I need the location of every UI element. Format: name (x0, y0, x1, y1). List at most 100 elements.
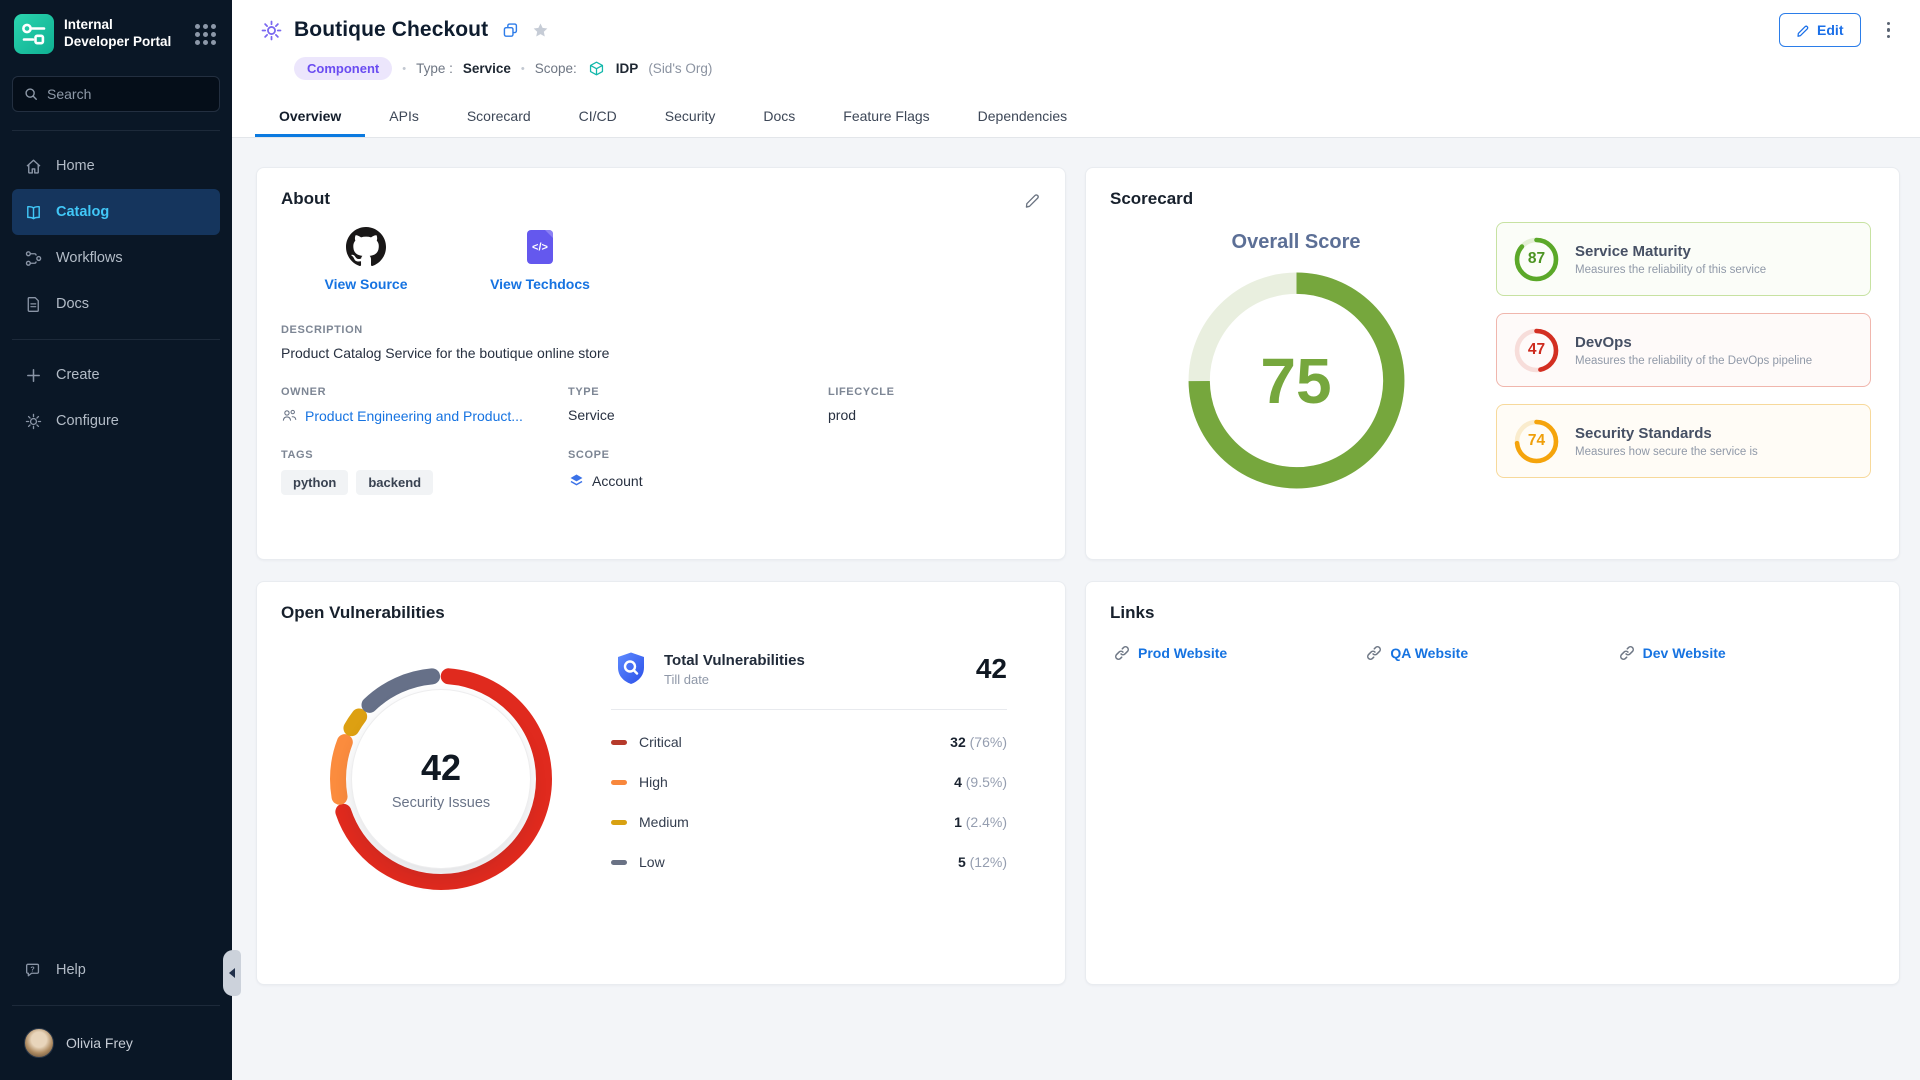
sidebar-item-docs[interactable]: Docs (12, 281, 220, 327)
help-icon: ? (24, 961, 43, 980)
entity-meta: Component • Type : Service • Scope: IDP … (294, 57, 1920, 80)
about-card: About View Source </> (256, 167, 1066, 560)
user-menu[interactable]: Olivia Frey (0, 1018, 232, 1080)
security-issues-caption: Security Issues (392, 795, 490, 811)
sidebar-item-label: Docs (56, 296, 89, 312)
divider (12, 339, 220, 340)
vulnerabilities-title: Open Vulnerabilities (281, 603, 445, 623)
link-icon (1114, 645, 1130, 661)
sidebar-item-label: Workflows (56, 250, 123, 266)
sidebar-item-help[interactable]: ? Help (12, 947, 220, 993)
svg-text:?: ? (30, 965, 34, 973)
description-label: DESCRIPTION (281, 324, 1041, 336)
score-ring: 74 (1513, 418, 1560, 465)
severity-marker (611, 740, 627, 745)
vulnerabilities-card: Open Vulnerabilities 42 Security Issues (256, 581, 1066, 985)
scorecard-card: Scorecard Overall Score 75 (1085, 167, 1900, 560)
type-field-label: TYPE (568, 386, 828, 398)
tab-apis[interactable]: APIs (365, 97, 443, 137)
description-value: Product Catalog Service for the boutique… (281, 345, 1041, 361)
severity-row-critical: Critical 32 (76%) (611, 734, 1007, 750)
view-source-link[interactable]: View Source (301, 227, 431, 292)
sidebar-header: Internal Developer Portal (0, 0, 232, 64)
edit-button-label: Edit (1817, 22, 1843, 38)
shield-scan-icon (611, 649, 651, 689)
plus-icon (24, 366, 43, 385)
tag-chip[interactable]: python (281, 470, 348, 495)
tag-chip[interactable]: backend (356, 470, 433, 495)
scope-value: IDP (616, 61, 639, 76)
portal-logo (14, 14, 54, 54)
lifecycle-value: prod (828, 407, 1041, 423)
owner-label: OWNER (281, 386, 568, 398)
configure-gear-icon (24, 412, 43, 431)
scorecard-item-devops[interactable]: 47 DevOps Measures the reliability of th… (1496, 313, 1871, 387)
links-card: Links Prod Website QA Website (1085, 581, 1900, 985)
link-qa-website[interactable]: QA Website (1366, 645, 1618, 661)
severity-marker (611, 860, 627, 865)
divider (12, 130, 220, 131)
more-options-kebab-icon[interactable] (1881, 18, 1897, 43)
workflows-icon (24, 249, 43, 268)
sidebar-search[interactable] (12, 76, 220, 112)
overview-content: About View Source </> (232, 138, 1920, 1080)
scope-field-value: Account (592, 473, 643, 489)
sidebar-collapse-handle[interactable] (223, 950, 241, 996)
total-vulnerabilities-row: Total Vulnerabilities Till date 42 (611, 649, 1007, 689)
link-dev-website[interactable]: Dev Website (1619, 645, 1871, 661)
sidebar-item-workflows[interactable]: Workflows (12, 235, 220, 281)
sidebar-item-home[interactable]: Home (12, 143, 220, 189)
scorecard-item-security-standards[interactable]: 74 Security Standards Measures how secur… (1496, 404, 1871, 478)
edit-button[interactable]: Edit (1779, 13, 1860, 47)
type-field-value: Service (568, 407, 828, 423)
home-icon (24, 157, 43, 176)
about-title: About (281, 189, 330, 209)
people-icon (281, 407, 298, 424)
portal-title: Internal Developer Portal (64, 17, 185, 51)
type-value: Service (463, 61, 511, 76)
component-gear-icon (260, 19, 283, 42)
lifecycle-label: LIFECYCLE (828, 386, 1041, 398)
catalog-icon (24, 203, 43, 222)
security-issues-count: 42 (421, 747, 461, 789)
link-prod-website[interactable]: Prod Website (1114, 645, 1366, 661)
avatar (24, 1028, 54, 1058)
owner-link[interactable]: Product Engineering and Product... (305, 408, 523, 424)
scorecard-item-service-maturity[interactable]: 87 Service Maturity Measures the reliabi… (1496, 222, 1871, 296)
tab-bar: Overview APIs Scorecard CI/CD Security D… (232, 97, 1920, 138)
severity-marker (611, 780, 627, 785)
page-header: Boutique Checkout Edit Component • (232, 0, 1920, 138)
chevron-left-icon (229, 968, 235, 978)
type-label: Type : (416, 61, 453, 76)
favorite-star-icon[interactable] (531, 21, 550, 40)
total-vulnerabilities-value: 42 (976, 653, 1007, 685)
scope-label: Scope: (535, 61, 577, 76)
edit-about-pencil-icon[interactable] (1024, 191, 1041, 208)
tab-overview[interactable]: Overview (255, 97, 365, 137)
tab-cicd[interactable]: CI/CD (555, 97, 641, 137)
score-ring: 47 (1513, 327, 1560, 374)
severity-row-low: Low 5 (12%) (611, 854, 1007, 870)
tab-scorecard[interactable]: Scorecard (443, 97, 555, 137)
tab-security[interactable]: Security (641, 97, 740, 137)
tags-label: TAGS (281, 449, 568, 461)
severity-row-medium: Medium 1 (2.4%) (611, 814, 1007, 830)
apps-grid-icon[interactable] (195, 24, 216, 45)
tab-feature-flags[interactable]: Feature Flags (819, 97, 953, 137)
tab-docs[interactable]: Docs (739, 97, 819, 137)
copy-icon[interactable] (501, 21, 520, 40)
sidebar-item-catalog[interactable]: Catalog (12, 189, 220, 235)
sidebar-item-configure[interactable]: Configure (12, 398, 220, 444)
tab-dependencies[interactable]: Dependencies (954, 97, 1092, 137)
link-icon (1619, 645, 1635, 661)
scope-field-label: SCOPE (568, 449, 1041, 461)
search-input[interactable] (47, 86, 208, 102)
sidebar-item-create[interactable]: Create (12, 352, 220, 398)
severity-marker (611, 820, 627, 825)
account-layers-icon (568, 472, 585, 489)
sidebar-item-label: Home (56, 158, 95, 174)
view-techdocs-link[interactable]: </> View Techdocs (475, 227, 605, 292)
severity-row-high: High 4 (9.5%) (611, 774, 1007, 790)
total-vulnerabilities-subtitle: Till date (664, 672, 805, 687)
scope-cube-icon (588, 60, 605, 77)
